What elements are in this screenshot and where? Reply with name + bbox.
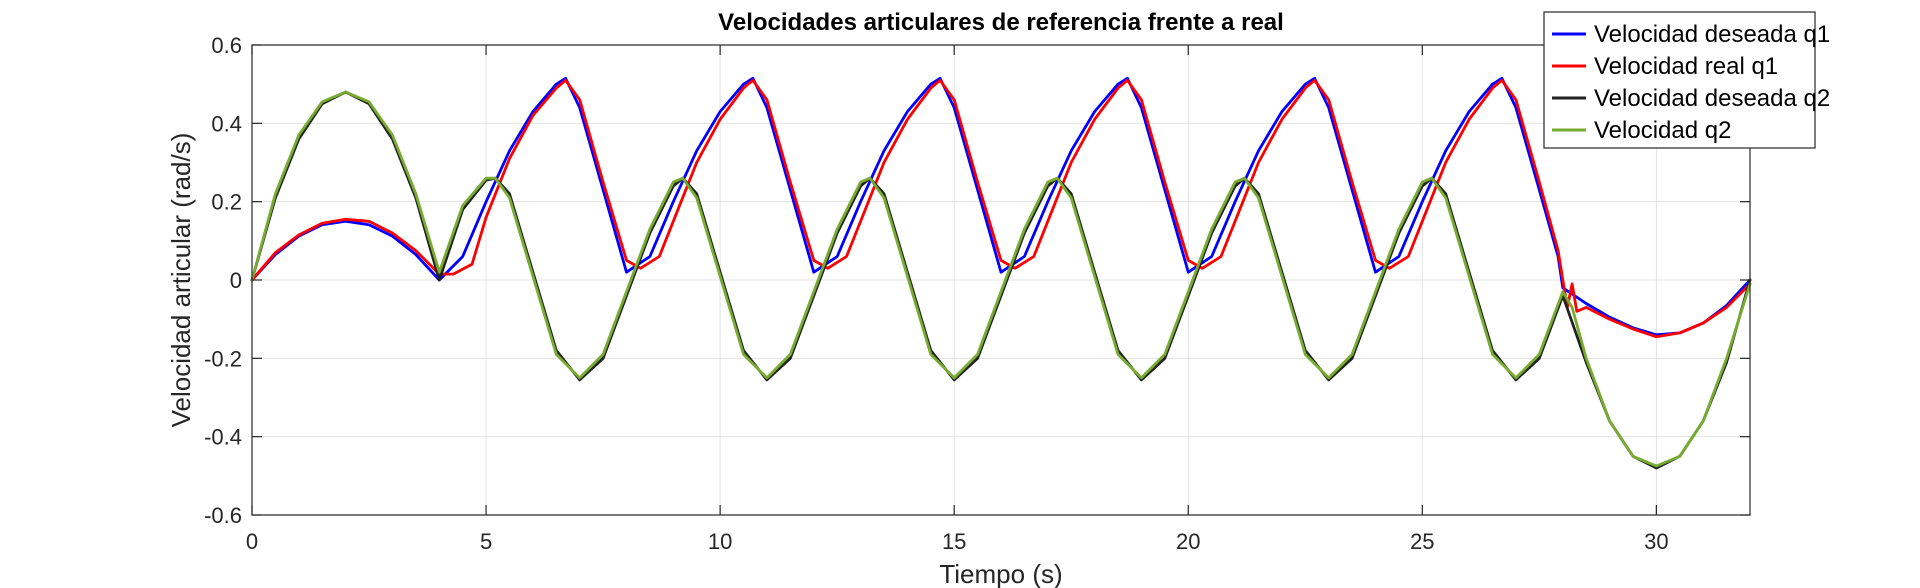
y-axis-label: Velocidad articular (rad/s) <box>166 133 196 428</box>
legend: Velocidad deseada q1 Velocidad real q1 Vel… <box>1543 11 1830 149</box>
y-tick-label: 0.2 <box>211 190 242 215</box>
y-tick-label: -0.2 <box>204 346 242 371</box>
series-line-4 <box>250 90 1752 468</box>
x-tick-label: 10 <box>708 529 732 554</box>
y-tick-label: -0.6 <box>204 503 242 528</box>
legend-label: Velocidad real q1 <box>1594 53 1778 80</box>
x-tick-label: 20 <box>1176 529 1200 554</box>
legend-box <box>1543 11 1816 149</box>
x-axis-label: Tiempo (s) <box>939 559 1062 588</box>
series-group <box>250 76 1752 470</box>
chart-title: Velocidades articulares de referencia fr… <box>718 9 1284 36</box>
series-line-2 <box>250 78 1752 339</box>
x-tick-label: 0 <box>246 529 258 554</box>
legend-label: Velocidad deseada q1 <box>1594 21 1830 48</box>
y-tick-label: 0.4 <box>211 111 242 136</box>
x-tick-label: 15 <box>942 529 966 554</box>
legend-label: Velocidad deseada q2 <box>1594 85 1830 112</box>
y-tick-label: 0.6 <box>211 33 242 58</box>
ticks: 0 5 10 15 20 25 30 -0.6 -0.4 -0.2 0 0.2 0.4 0.6 <box>204 33 1750 554</box>
legend-label: Velocidad q2 <box>1594 117 1731 144</box>
x-tick-label: 5 <box>480 529 492 554</box>
x-tick-label: 30 <box>1644 529 1668 554</box>
y-tick-label: 0 <box>230 268 242 293</box>
x-tick-label: 25 <box>1410 529 1434 554</box>
y-tick-label: -0.4 <box>204 425 242 450</box>
